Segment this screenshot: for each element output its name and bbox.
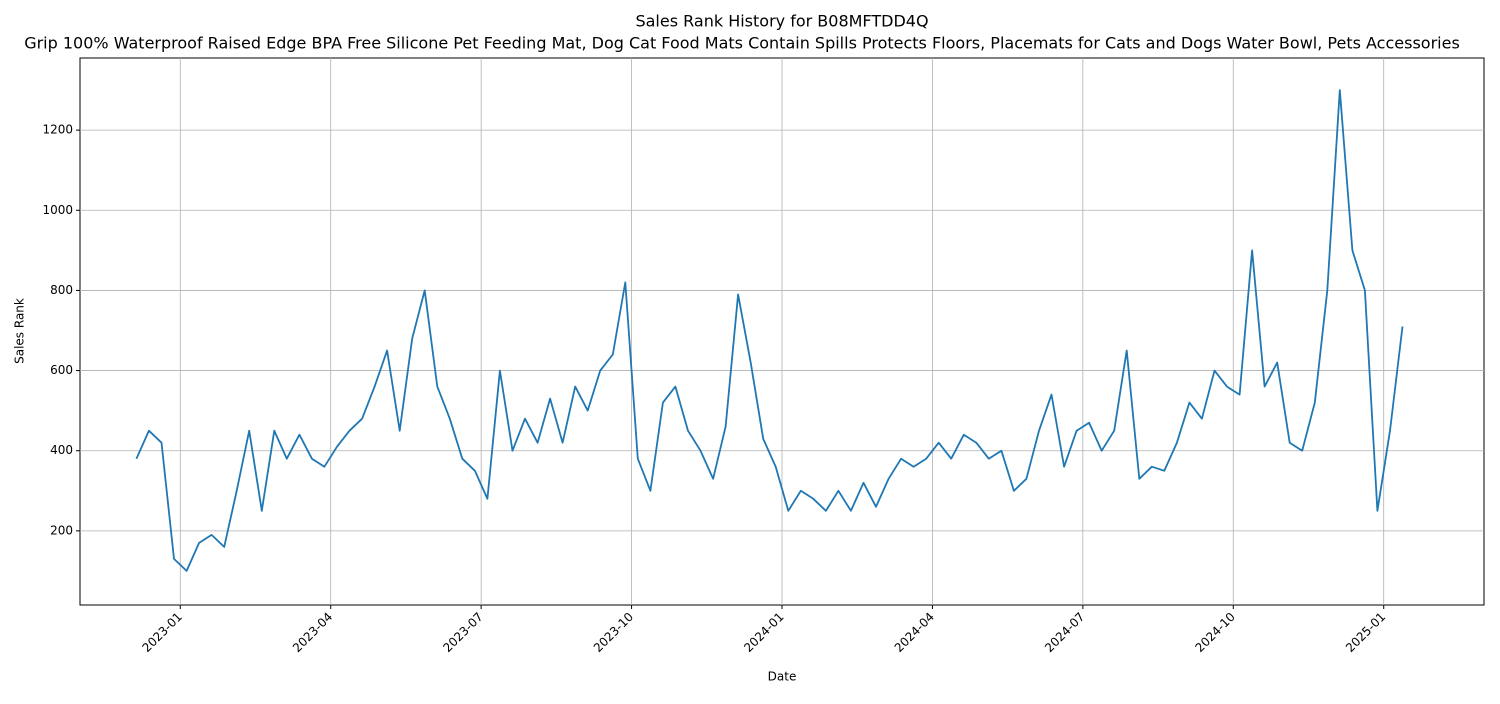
y-tick-label: 1200 bbox=[42, 123, 73, 137]
data-line bbox=[135, 89, 1404, 572]
x-tick-label: 2023-01 bbox=[140, 610, 185, 655]
x-axis-label: Date bbox=[768, 670, 797, 684]
y-tick-label: 1000 bbox=[42, 203, 73, 217]
y-tick-label: 400 bbox=[50, 443, 73, 457]
x-tick-label: 2024-04 bbox=[892, 610, 937, 655]
y-axis-label: Sales Rank bbox=[13, 298, 27, 364]
x-tick-label: 2024-07 bbox=[1042, 610, 1087, 655]
x-tick-label: 2025-01 bbox=[1343, 610, 1388, 655]
y-tick-label: 200 bbox=[50, 523, 73, 537]
chart-title: Sales Rank History for B08MFTDD4Q bbox=[635, 12, 928, 31]
y-tick-label: 800 bbox=[50, 283, 73, 297]
x-tick-label: 2023-04 bbox=[290, 610, 335, 655]
chart-subtitle: Grip 100% Waterproof Raised Edge BPA Fre… bbox=[24, 34, 1460, 53]
x-tick-label: 2024-10 bbox=[1193, 610, 1238, 655]
x-tick-label: 2024-01 bbox=[741, 610, 786, 655]
x-tick-label: 2023-07 bbox=[440, 610, 485, 655]
x-tick-label: 2023-10 bbox=[591, 610, 636, 655]
y-tick-label: 600 bbox=[50, 363, 73, 377]
